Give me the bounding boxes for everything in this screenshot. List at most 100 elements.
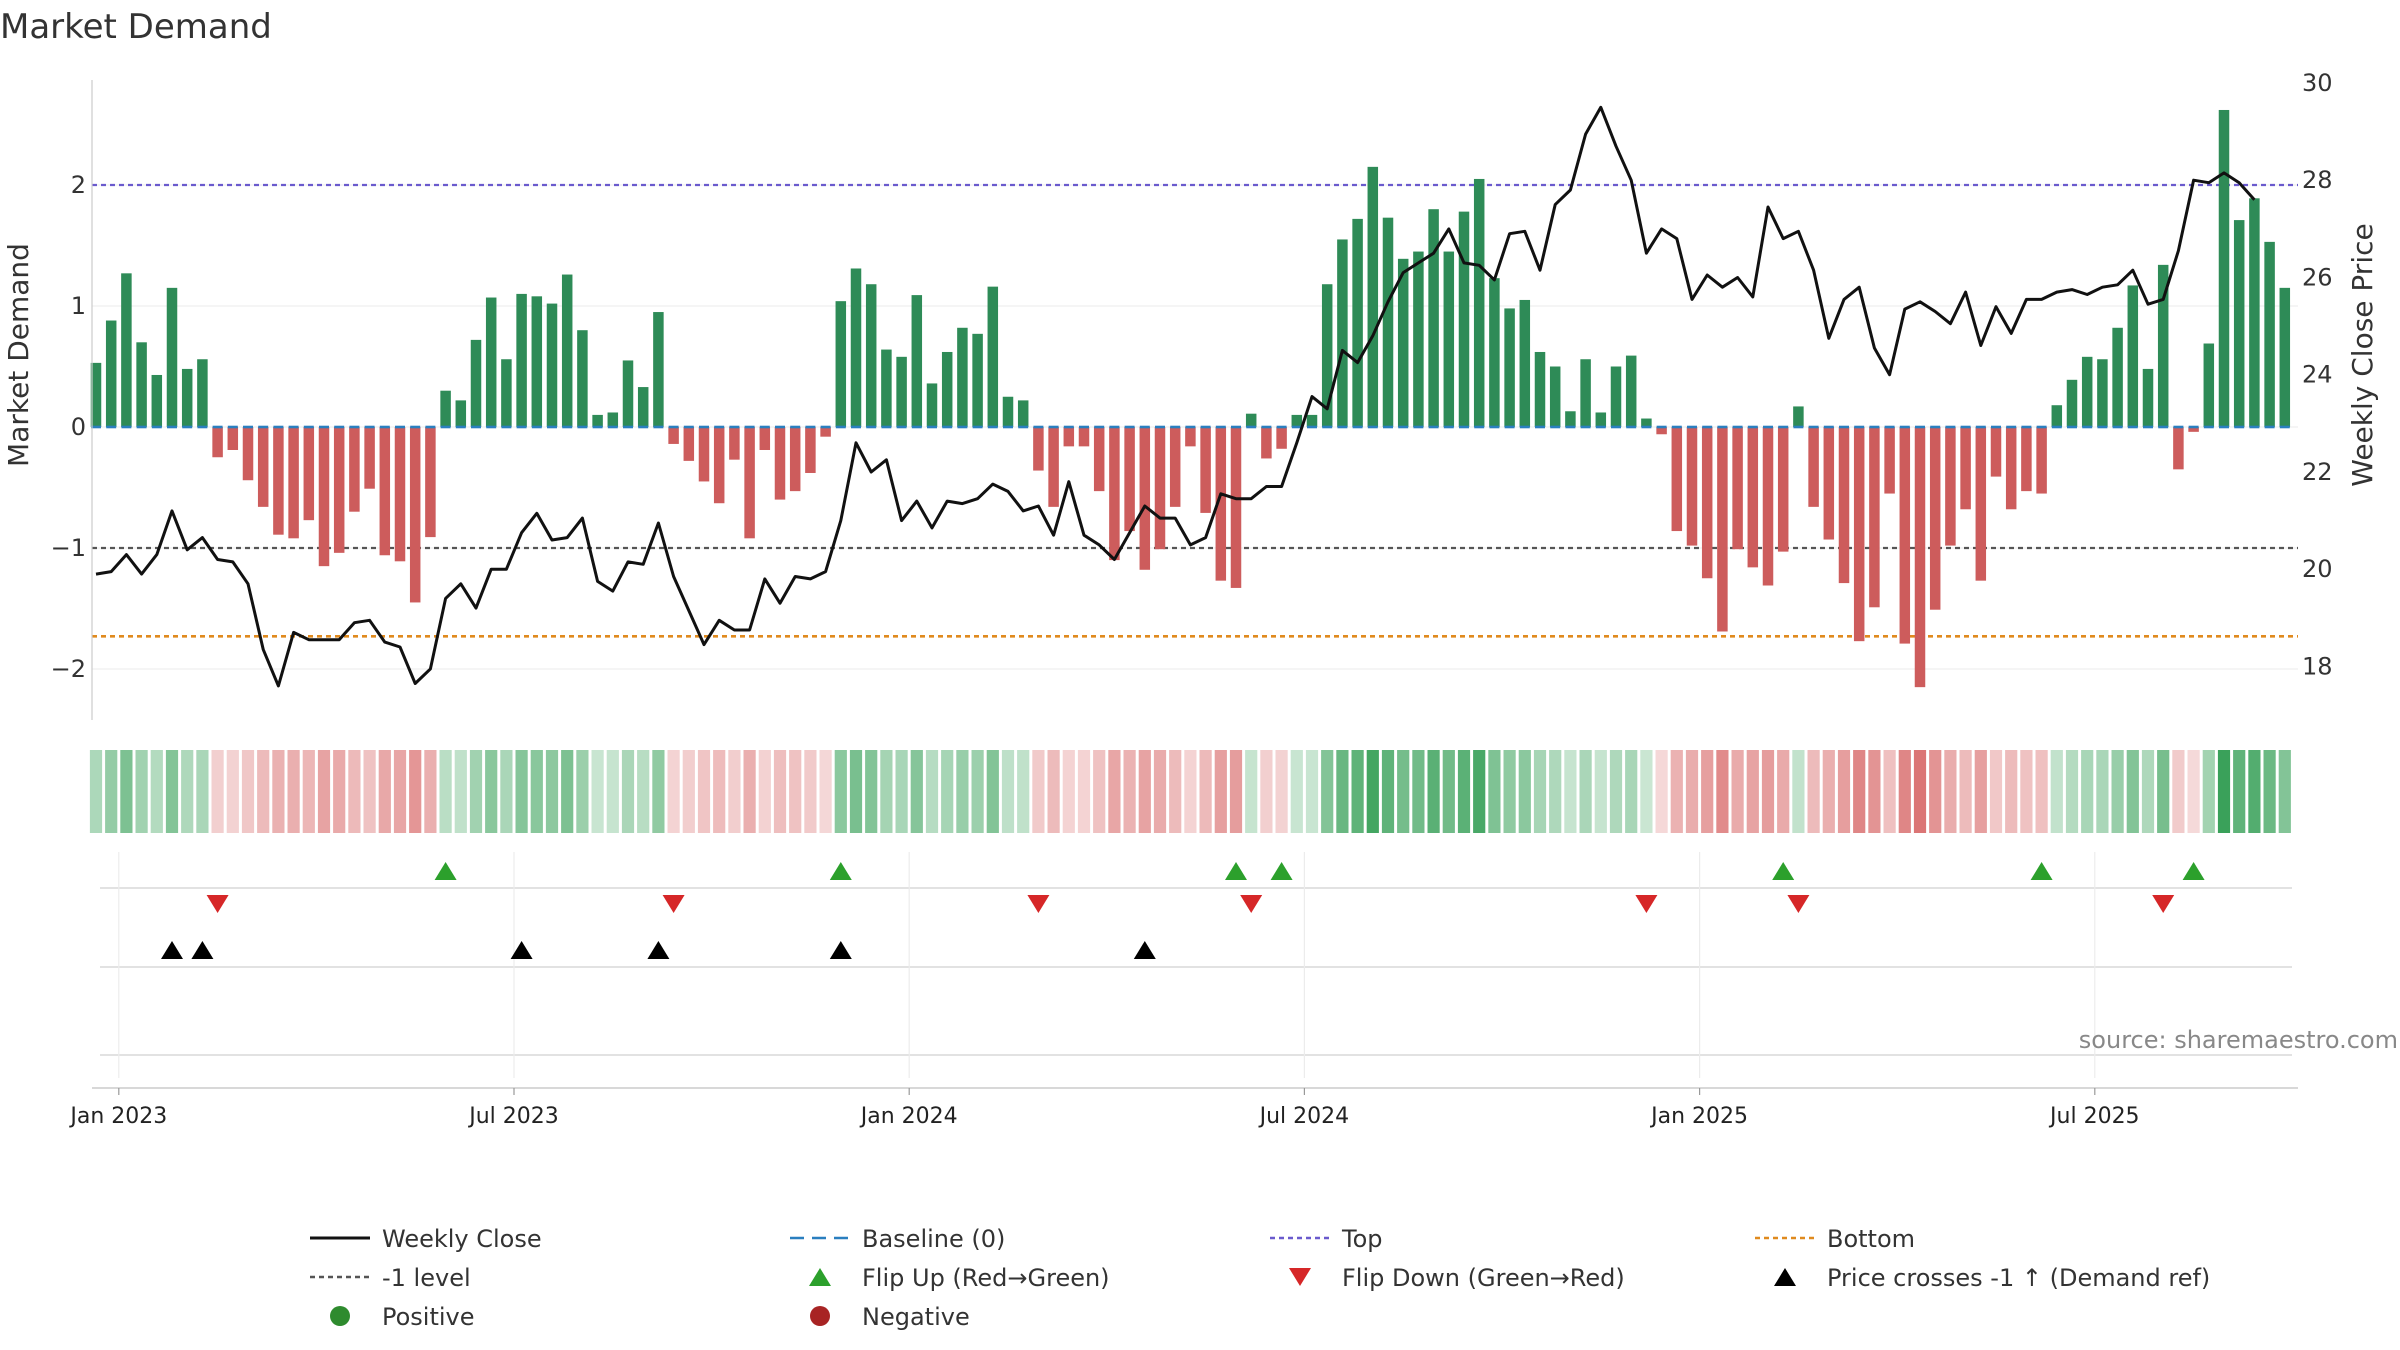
- demand-bar: [1519, 299, 1531, 427]
- demand-bar: [227, 427, 239, 450]
- strip-cell: [1579, 750, 1592, 833]
- strip-cell: [1001, 750, 1015, 833]
- strip-cell: [1199, 750, 1212, 833]
- strip-cell: [2217, 750, 2231, 833]
- x-tick-label: Jul 2024: [1258, 1104, 1350, 1129]
- flip-down-marker: [206, 895, 229, 913]
- strip-cell: [1381, 750, 1395, 833]
- demand-bar: [637, 387, 649, 427]
- demand-bar: [668, 427, 679, 444]
- y-left-tick-label: 0: [71, 413, 86, 441]
- strip-cell: [2035, 750, 2048, 833]
- demand-bar: [1534, 351, 1546, 427]
- strip-cell: [1746, 750, 1759, 833]
- strip-cell: [910, 750, 923, 833]
- demand-bar: [1975, 427, 1987, 581]
- strip-cell: [1473, 750, 1486, 833]
- demand-bar: [1306, 414, 1318, 427]
- chart-title: Market Demand: [0, 7, 272, 47]
- strip-cell: [1609, 750, 1623, 833]
- demand-bar: [485, 297, 497, 427]
- x-tick-label: Jul 2023: [467, 1104, 559, 1129]
- y-axis-right-label: Weekly Close Price: [2346, 223, 2379, 486]
- demand-bar: [805, 427, 816, 473]
- strip-cell: [2005, 750, 2018, 833]
- demand-bar: [273, 427, 284, 535]
- demand-bar: [501, 359, 512, 427]
- strip-cell: [1077, 750, 1091, 833]
- demand-bar: [2097, 359, 2108, 427]
- demand-bar: [2218, 109, 2230, 427]
- event-markers: [100, 852, 2292, 1078]
- demand-bar: [212, 427, 223, 458]
- strip-cell: [1594, 750, 1607, 833]
- strip-cell: [2157, 750, 2170, 833]
- demand-bar: [1093, 427, 1105, 492]
- strip-cell: [2202, 750, 2215, 833]
- demand-bar: [1853, 427, 1865, 642]
- strip-cell: [485, 750, 498, 833]
- y-left-tick-label: −2: [51, 655, 86, 683]
- strip-cell: [1275, 750, 1288, 833]
- demand-bar: [105, 320, 117, 427]
- demand-bar: [1397, 258, 1409, 427]
- demand-bar: [1124, 427, 1135, 532]
- price-cross-marker: [647, 941, 670, 959]
- strip-cell: [1837, 750, 1851, 833]
- strip-cell: [165, 750, 179, 833]
- demand-bar: [1945, 427, 1956, 546]
- demand-bar: [1473, 178, 1485, 427]
- reference-lines: [92, 183, 2298, 638]
- legend-label: Positive: [382, 1303, 475, 1331]
- strip-cell: [150, 750, 163, 833]
- strip-cell: [941, 750, 954, 833]
- strip-cell: [454, 750, 467, 833]
- demand-bar: [1808, 427, 1819, 507]
- flip-down-marker: [2152, 895, 2175, 913]
- strip-cell: [317, 750, 331, 833]
- demand-bar: [288, 427, 299, 539]
- demand-bar: [607, 412, 619, 427]
- demand-bar: [2112, 327, 2123, 427]
- strip-cell: [697, 750, 711, 833]
- strip-cell: [591, 750, 604, 833]
- demand-bar: [774, 427, 786, 500]
- demand-bar: [713, 427, 725, 504]
- strip-cell: [1989, 750, 2003, 833]
- legend-swatch: [809, 1268, 831, 1286]
- strip-cell: [2263, 750, 2276, 833]
- demand-bar: [516, 293, 527, 427]
- demand-bar: [1200, 427, 1211, 513]
- strip-cell: [1032, 750, 1045, 833]
- strip-cell: [1093, 750, 1106, 833]
- x-tick-label: Jan 2025: [1649, 1104, 1748, 1129]
- demand-bar: [2005, 427, 2017, 510]
- demand-bar: [2081, 356, 2093, 427]
- strip-cell: [2020, 750, 2033, 833]
- demand-bar: [1413, 251, 1424, 427]
- strip-cell: [1959, 750, 1972, 833]
- demand-bar: [1504, 308, 1515, 427]
- flip-up-marker: [2182, 862, 2205, 880]
- demand-bar: [683, 427, 695, 461]
- strip-cell: [120, 750, 133, 833]
- strip-cell: [1685, 750, 1699, 833]
- demand-bar: [90, 362, 102, 427]
- weekly-close-line: [95, 105, 2256, 688]
- legend-swatch: [330, 1306, 350, 1326]
- strip-cell: [1731, 750, 1744, 833]
- strip-cell: [789, 750, 802, 833]
- demand-bar: [1595, 412, 1607, 427]
- demand-bar: [1185, 427, 1196, 447]
- demand-bar: [394, 427, 406, 562]
- demand-heat-strip: [89, 750, 2291, 833]
- flip-up-marker: [1270, 862, 1293, 880]
- demand-bar: [729, 427, 740, 460]
- strip-cell: [2096, 750, 2109, 833]
- flip-up-marker: [434, 862, 457, 880]
- demand-bar: [835, 301, 847, 427]
- strip-cell: [226, 750, 239, 833]
- strip-cell: [1518, 750, 1531, 833]
- legend-swatch: [1774, 1268, 1796, 1286]
